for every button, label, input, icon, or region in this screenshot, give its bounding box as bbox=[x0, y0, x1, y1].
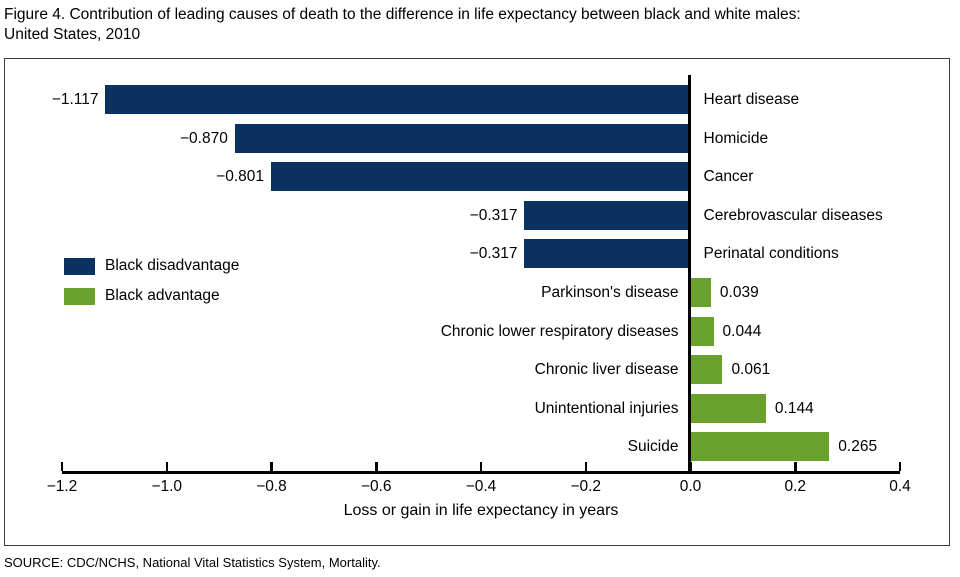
x-axis-tick-label: −1.2 bbox=[46, 478, 78, 495]
legend-swatch-black-disadvantage bbox=[64, 257, 95, 275]
value-label: 0.039 bbox=[719, 284, 759, 301]
value-label: −0.317 bbox=[469, 206, 518, 224]
bar-perinatal-conditions bbox=[524, 239, 691, 269]
category-label: Chronic lower respiratory diseases bbox=[440, 322, 679, 340]
bar-chronic-liver-disease bbox=[690, 355, 723, 385]
bar-cerebrovascular-diseases bbox=[524, 200, 691, 230]
x-axis-tick-label: −0.8 bbox=[256, 478, 287, 495]
category-label: Homicide bbox=[703, 129, 769, 147]
x-axis-line bbox=[62, 471, 900, 474]
x-axis-tick bbox=[60, 462, 64, 471]
legend-label-black-disadvantage: Black disadvantage bbox=[105, 257, 240, 274]
x-axis-tick bbox=[270, 462, 273, 471]
figure-title: Figure 4. Contribution of leading causes… bbox=[4, 5, 950, 45]
x-axis-tick-label: 0.2 bbox=[784, 478, 807, 495]
bar-cancer bbox=[270, 162, 691, 192]
x-axis-tick bbox=[165, 462, 168, 471]
bar-suicide bbox=[690, 432, 830, 462]
bar-heart-disease bbox=[105, 85, 691, 114]
value-label: −0.801 bbox=[216, 168, 264, 186]
category-label: Cancer bbox=[703, 168, 754, 186]
category-label: Suicide bbox=[627, 438, 679, 456]
category-label: Cerebrovascular diseases bbox=[703, 206, 883, 224]
category-label: Perinatal conditions bbox=[703, 245, 839, 263]
x-axis-tick bbox=[794, 462, 797, 471]
chart-legend: Black disadvantage Black advantage bbox=[64, 257, 239, 317]
x-axis-tick bbox=[689, 462, 692, 471]
category-label: Chronic liver disease bbox=[534, 361, 679, 379]
value-label: 0.265 bbox=[838, 438, 878, 456]
value-label: −1.117 bbox=[51, 91, 99, 108]
bar-homicide bbox=[234, 123, 691, 153]
x-axis-title: Loss or gain in life expectancy in years bbox=[343, 502, 619, 519]
value-label: 0.061 bbox=[731, 361, 771, 379]
category-label: Unintentional injuries bbox=[534, 399, 679, 417]
category-label: Heart disease bbox=[703, 91, 800, 108]
bar-parkinson-s-disease bbox=[690, 278, 711, 307]
x-axis-tick bbox=[898, 462, 902, 471]
x-axis-tick-label: 0.4 bbox=[889, 478, 911, 495]
x-axis-tick-label: −0.4 bbox=[465, 478, 497, 495]
category-label: Parkinson's disease bbox=[541, 284, 679, 301]
legend-row-disadvantage: Black disadvantage bbox=[64, 257, 239, 275]
x-axis-tick bbox=[584, 462, 587, 471]
figure-title-line-1: Figure 4. Contribution of leading causes… bbox=[4, 6, 801, 23]
value-label: −0.317 bbox=[469, 245, 518, 263]
legend-row-advantage: Black advantage bbox=[64, 287, 239, 305]
legend-swatch-black-advantage bbox=[64, 287, 95, 305]
zero-baseline bbox=[688, 75, 691, 473]
value-label: −0.870 bbox=[180, 129, 228, 147]
chart-plot-area: Heart disease −1.117 Homicide −0.870 Cancer −… bbox=[4, 58, 950, 546]
bar-unintentional-injuries bbox=[690, 393, 766, 423]
x-axis-tick-label: −0.2 bbox=[570, 478, 602, 495]
source-note: SOURCE: CDC/NCHS, National Vital Statist… bbox=[4, 555, 381, 570]
bar-chronic-lower-respiratory-diseases bbox=[690, 316, 714, 346]
value-label: 0.044 bbox=[722, 322, 762, 340]
x-axis-tick-label: −0.6 bbox=[360, 478, 392, 495]
legend-label-black-advantage: Black advantage bbox=[105, 287, 220, 304]
value-label: 0.144 bbox=[774, 399, 814, 417]
x-axis-tick-label: 0.0 bbox=[679, 478, 702, 495]
figure-title-line-2: United States, 2010 bbox=[4, 26, 141, 44]
x-axis-tick-label: −1.0 bbox=[151, 478, 183, 495]
x-axis-tick bbox=[375, 462, 378, 471]
x-axis-tick bbox=[479, 462, 483, 471]
